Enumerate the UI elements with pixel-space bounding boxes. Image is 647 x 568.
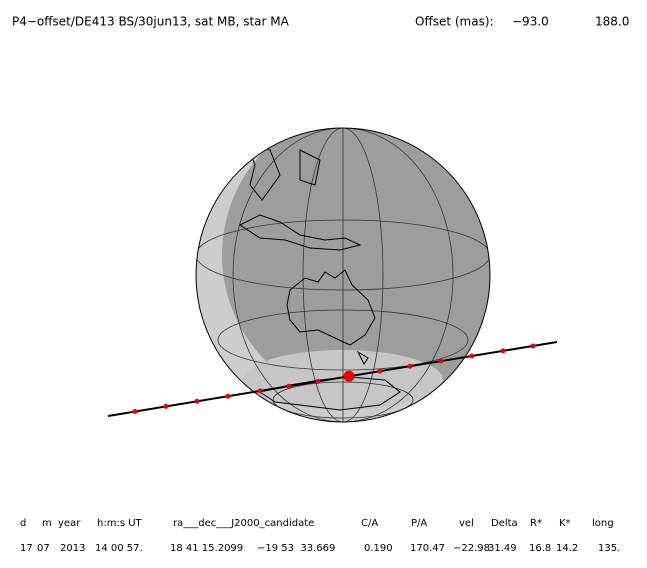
occultation-track [107, 341, 558, 417]
table-cell: 135. [598, 543, 620, 554]
table-header: ra___dec___J2000_candidate [173, 518, 314, 529]
table-header: year [58, 518, 81, 529]
time-ticks [132, 343, 536, 414]
table-cell: 07 [37, 543, 50, 554]
table-header: d [20, 518, 26, 529]
table-cell: 170.47 [410, 543, 445, 554]
table-header: K* [559, 518, 571, 529]
table-cell: 16.8 [529, 543, 551, 554]
table-cell: 14.2 [556, 543, 578, 554]
table-cell: 0.190 [364, 543, 393, 554]
closest-approach [343, 370, 355, 382]
table-cell: −19 53 33.669 [257, 543, 335, 554]
title: P4−offset/DE413 BS/30jun13, sat MB, star… [12, 15, 290, 29]
table-cell: 31.49 [488, 543, 517, 554]
table-cell: 17 [20, 543, 33, 554]
table-header: long [592, 518, 614, 529]
table-header: Delta [491, 518, 518, 529]
table-header: vel [459, 518, 474, 529]
table-header: P/A [411, 518, 427, 529]
table-cell: 18 41 15.2099 [170, 543, 243, 554]
results-table: d m year h:m:s UT ra___dec___J2000_candi… [20, 518, 620, 554]
offset-value: −93.0 [512, 15, 549, 29]
offset-value: 188.0 [595, 15, 629, 29]
day-side [222, 128, 490, 405]
table-header: h:m:s UT [97, 518, 143, 529]
track-line [107, 341, 558, 417]
globe-outline [195, 127, 491, 423]
table-cell: 14 00 57. [95, 543, 143, 554]
table-cell: 2013 [60, 543, 85, 554]
table-cell: −22.98 [453, 543, 490, 554]
table-header: R* [530, 518, 542, 529]
table-header: C/A [361, 518, 378, 529]
offset-label: Offset (mas): [415, 15, 494, 29]
globe [195, 127, 491, 423]
coastlines [238, 139, 401, 411]
table-header: m [42, 518, 52, 529]
graticule [196, 128, 490, 422]
